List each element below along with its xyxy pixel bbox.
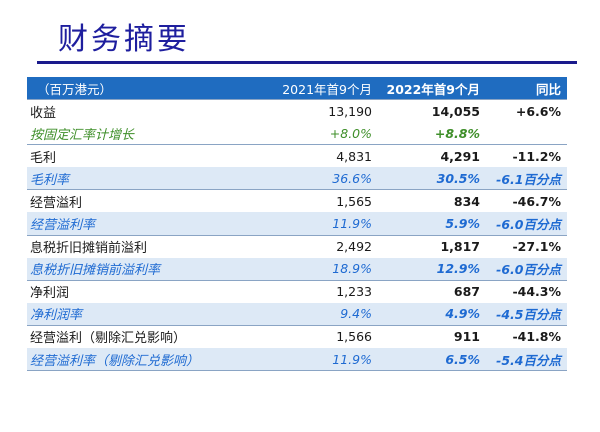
value-2021: 36.6%	[245, 167, 378, 190]
value-2021: 13,190	[245, 99, 378, 123]
value-2022: 687	[378, 279, 490, 303]
value-yoy: -6.1百分点	[490, 167, 567, 190]
header-unit: （百万港元）	[27, 77, 245, 100]
value-2021: 1,565	[245, 189, 378, 213]
value-yoy: -11.2%	[490, 144, 567, 168]
financial-summary-table: （百万港元） 2021年首9个月 2022年首9个月 同比 收益 13,190 …	[27, 77, 567, 372]
row-label: 息税折旧摊销前溢利	[27, 234, 245, 258]
value-2021: 1,233	[245, 279, 378, 303]
value-2022: 1,817	[378, 234, 490, 258]
row-label: 净利润	[27, 279, 245, 303]
header-2022: 2022年首9个月	[378, 77, 490, 100]
row-label: 毛利率	[27, 167, 245, 190]
header-2021: 2021年首9个月	[245, 77, 378, 100]
table-row: 毛利率 36.6% 30.5% -6.1百分点	[27, 167, 567, 190]
value-2022: +8.8%	[378, 122, 490, 145]
row-label: 净利润率	[27, 302, 245, 326]
table-row: 经营溢利 1,565 834 -46.7%	[27, 189, 567, 213]
table-row: 息税折旧摊销前溢利 2,492 1,817 -27.1%	[27, 234, 567, 258]
title-underline	[37, 61, 577, 64]
value-yoy: -46.7%	[490, 189, 567, 213]
value-2022: 4.9%	[378, 302, 490, 326]
value-2022: 5.9%	[378, 212, 490, 236]
value-yoy: -6.0百分点	[490, 212, 567, 236]
value-2021: 11.9%	[245, 348, 378, 372]
value-2022: 911	[378, 324, 490, 349]
value-2021: 1,566	[245, 324, 378, 349]
table-row: 经营溢利率（剔除汇兑影响） 11.9% 6.5% -5.4百分点	[27, 348, 567, 372]
value-2022: 12.9%	[378, 257, 490, 281]
value-yoy: -4.5百分点	[490, 302, 567, 326]
value-2021: 18.9%	[245, 257, 378, 281]
value-yoy: -6.0百分点	[490, 257, 567, 281]
value-2022: 4,291	[378, 144, 490, 168]
table-row: 经营溢利率 11.9% 5.9% -6.0百分点	[27, 212, 567, 236]
value-2022: 14,055	[378, 99, 490, 123]
value-yoy: -27.1%	[490, 234, 567, 258]
value-2021: +8.0%	[245, 122, 378, 145]
value-2022: 6.5%	[378, 348, 490, 372]
value-2021: 4,831	[245, 144, 378, 168]
value-yoy	[490, 122, 567, 145]
value-yoy: -41.8%	[490, 324, 567, 349]
value-2022: 834	[378, 189, 490, 213]
value-2021: 9.4%	[245, 302, 378, 326]
table-row: 息税折旧摊销前溢利率 18.9% 12.9% -6.0百分点	[27, 257, 567, 281]
row-label: 经营溢利	[27, 189, 245, 213]
value-2022: 30.5%	[378, 167, 490, 190]
value-yoy: +6.6%	[490, 99, 567, 123]
table-row: 净利润率 9.4% 4.9% -4.5百分点	[27, 302, 567, 326]
row-label: 息税折旧摊销前溢利率	[27, 257, 245, 281]
row-label: 经营溢利（剔除汇兑影响）	[27, 324, 245, 349]
table-row: 经营溢利（剔除汇兑影响） 1,566 911 -41.8%	[27, 324, 567, 349]
row-label: 经营溢利率	[27, 212, 245, 236]
row-label: 按固定汇率计增长	[27, 122, 245, 145]
table-row: 收益 13,190 14,055 +6.6%	[27, 99, 567, 123]
table-row: 毛利 4,831 4,291 -11.2%	[27, 144, 567, 168]
value-2021: 11.9%	[245, 212, 378, 236]
header-yoy: 同比	[490, 77, 567, 100]
value-yoy: -44.3%	[490, 279, 567, 303]
row-label: 经营溢利率（剔除汇兑影响）	[27, 348, 245, 372]
value-yoy: -5.4百分点	[490, 348, 567, 372]
row-label: 毛利	[27, 144, 245, 168]
slide-title: 财务摘要	[58, 22, 190, 57]
table-header-row: （百万港元） 2021年首9个月 2022年首9个月 同比	[27, 77, 567, 100]
table-row: 按固定汇率计增长 +8.0% +8.8%	[27, 122, 567, 145]
table-row: 净利润 1,233 687 -44.3%	[27, 279, 567, 303]
row-label: 收益	[27, 99, 245, 123]
value-2021: 2,492	[245, 234, 378, 258]
